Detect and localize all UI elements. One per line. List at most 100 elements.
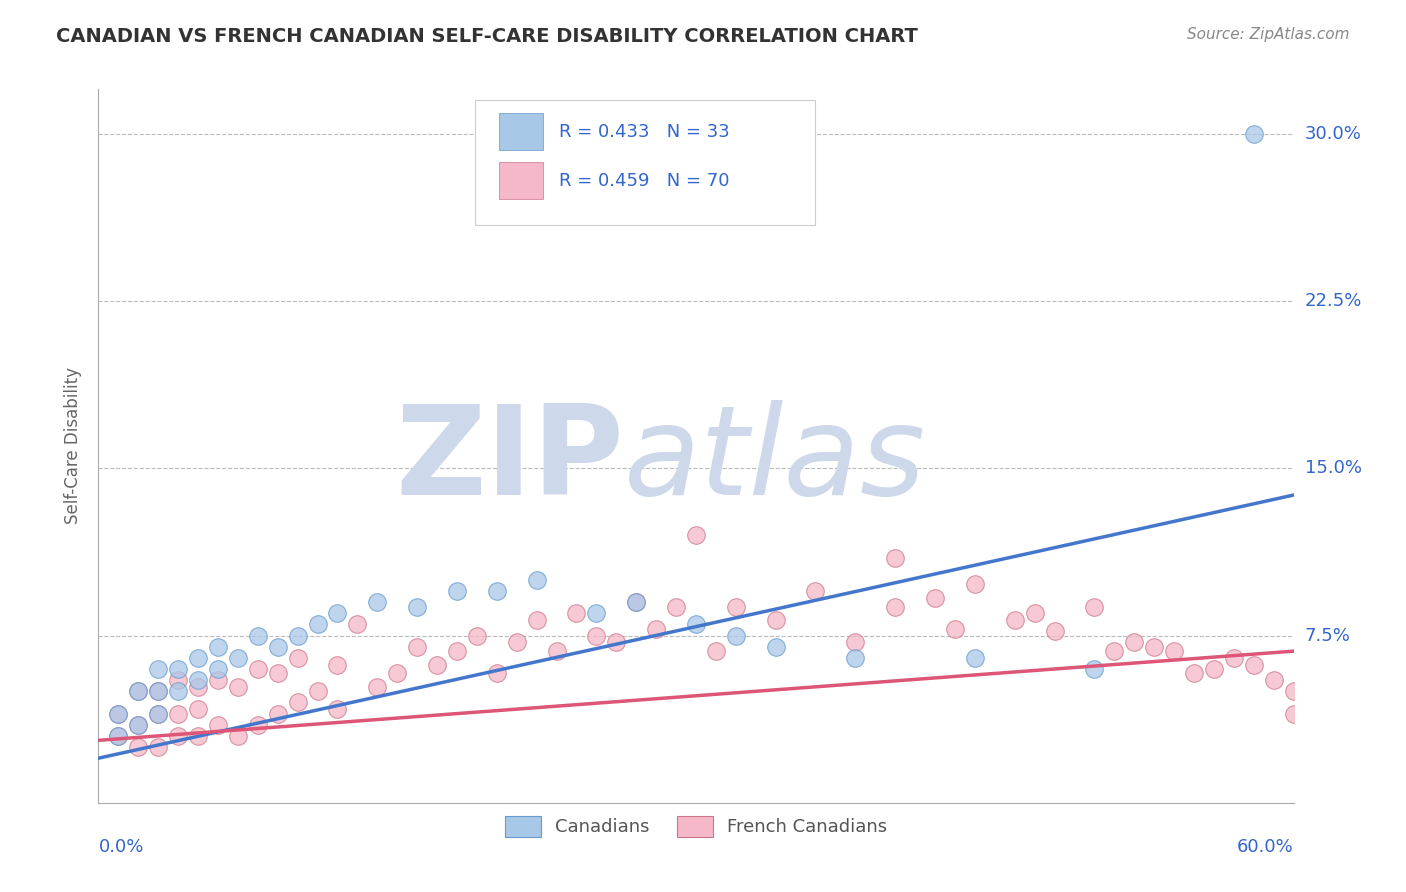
Point xyxy=(187,729,209,743)
Point xyxy=(685,528,707,542)
Point xyxy=(287,696,309,710)
Point xyxy=(1282,706,1305,721)
Point xyxy=(107,706,129,721)
Point xyxy=(1104,644,1126,658)
Text: 7.5%: 7.5% xyxy=(1305,626,1351,645)
Point xyxy=(226,729,249,743)
Point xyxy=(127,740,149,755)
Point xyxy=(246,662,269,676)
Point xyxy=(366,680,388,694)
Point xyxy=(287,628,309,642)
Point xyxy=(844,651,866,665)
Point xyxy=(148,684,170,698)
Point xyxy=(1263,673,1285,687)
Point xyxy=(366,595,388,609)
Point xyxy=(1143,640,1166,654)
Point xyxy=(207,717,229,731)
Point xyxy=(963,651,986,665)
Point xyxy=(148,706,170,721)
Point xyxy=(346,617,368,632)
Point xyxy=(765,640,787,654)
Point xyxy=(267,666,290,681)
Point xyxy=(226,651,249,665)
Point xyxy=(187,673,209,687)
Point xyxy=(446,583,468,598)
Point xyxy=(1123,635,1146,649)
Point xyxy=(107,706,129,721)
Text: 60.0%: 60.0% xyxy=(1237,838,1294,855)
Point xyxy=(704,644,727,658)
Point xyxy=(187,651,209,665)
Point xyxy=(148,740,170,755)
Point xyxy=(426,657,449,672)
Point xyxy=(804,583,827,598)
Point xyxy=(148,662,170,676)
Point xyxy=(1282,684,1305,698)
Point xyxy=(267,640,290,654)
Point xyxy=(167,729,190,743)
Point xyxy=(127,717,149,731)
Point xyxy=(246,628,269,642)
Point xyxy=(1202,662,1225,676)
Point xyxy=(207,640,229,654)
Point xyxy=(326,657,349,672)
Text: 0.0%: 0.0% xyxy=(98,838,143,855)
Point xyxy=(406,640,429,654)
Point xyxy=(1004,613,1026,627)
Point xyxy=(246,717,269,731)
Point xyxy=(724,599,747,614)
Point xyxy=(1083,662,1105,676)
Point xyxy=(127,717,149,731)
Point xyxy=(526,613,548,627)
Point xyxy=(724,628,747,642)
Point xyxy=(665,599,688,614)
Point xyxy=(465,628,488,642)
Point xyxy=(963,577,986,591)
Point xyxy=(167,706,190,721)
Point xyxy=(485,666,508,681)
Point xyxy=(765,613,787,627)
Point xyxy=(844,635,866,649)
Point xyxy=(1223,651,1246,665)
Point xyxy=(167,684,190,698)
Point xyxy=(207,662,229,676)
Point xyxy=(226,680,249,694)
Point xyxy=(585,628,607,642)
Text: R = 0.433   N = 33: R = 0.433 N = 33 xyxy=(558,123,730,141)
Point xyxy=(626,595,648,609)
Legend: Canadians, French Canadians: Canadians, French Canadians xyxy=(498,808,894,844)
Point xyxy=(207,673,229,687)
Point xyxy=(385,666,409,681)
Text: Source: ZipAtlas.com: Source: ZipAtlas.com xyxy=(1187,27,1350,42)
Point xyxy=(1024,607,1046,621)
Point xyxy=(307,617,329,632)
Text: atlas: atlas xyxy=(624,400,927,521)
Point xyxy=(187,702,209,716)
Point xyxy=(884,550,907,565)
Text: CANADIAN VS FRENCH CANADIAN SELF-CARE DISABILITY CORRELATION CHART: CANADIAN VS FRENCH CANADIAN SELF-CARE DI… xyxy=(56,27,918,45)
Point xyxy=(645,622,668,636)
FancyBboxPatch shape xyxy=(499,113,543,151)
Point xyxy=(148,684,170,698)
Point xyxy=(148,706,170,721)
Point xyxy=(585,607,607,621)
Point xyxy=(187,680,209,694)
Point xyxy=(1043,624,1066,639)
Point xyxy=(884,599,907,614)
Point xyxy=(326,702,349,716)
Text: 22.5%: 22.5% xyxy=(1305,292,1362,310)
Point xyxy=(1163,644,1185,658)
Point xyxy=(446,644,468,658)
Point xyxy=(307,684,329,698)
Point xyxy=(267,706,290,721)
Point xyxy=(943,622,966,636)
Point xyxy=(685,617,707,632)
Point xyxy=(605,635,627,649)
Text: 30.0%: 30.0% xyxy=(1305,125,1361,143)
Point xyxy=(287,651,309,665)
Point xyxy=(546,644,568,658)
Point xyxy=(485,583,508,598)
FancyBboxPatch shape xyxy=(499,162,543,199)
FancyBboxPatch shape xyxy=(475,100,815,225)
Point xyxy=(1243,657,1265,672)
